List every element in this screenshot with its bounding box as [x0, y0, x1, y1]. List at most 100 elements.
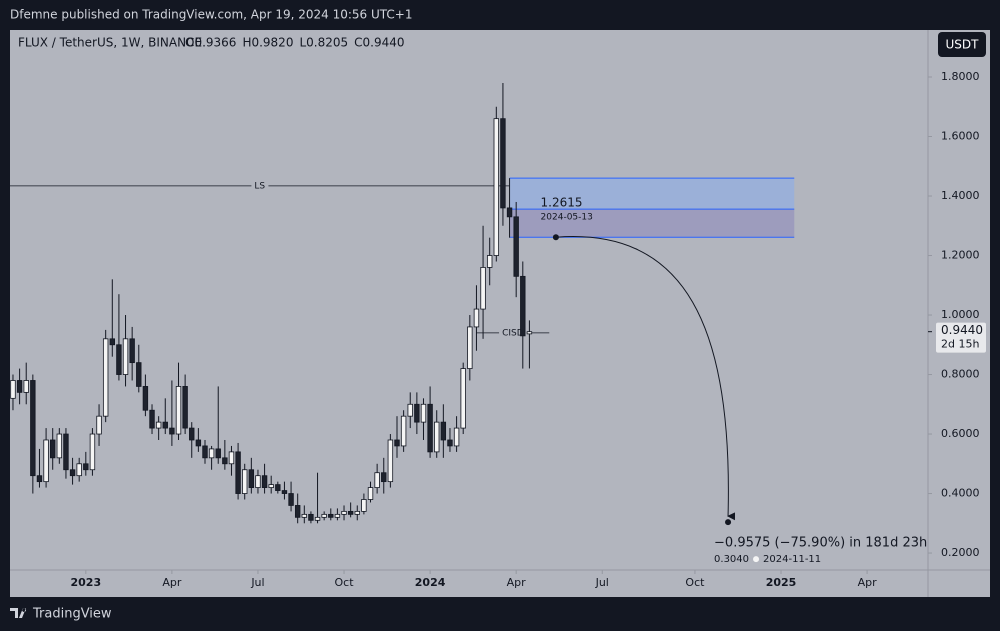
candle-body	[414, 403, 420, 423]
chart-pane	[10, 30, 990, 597]
candle-body	[341, 510, 347, 515]
candle-body	[447, 439, 453, 447]
candle-body	[235, 451, 241, 494]
y-tick-label: 0.2000	[941, 546, 980, 559]
projection-arrow	[555, 236, 736, 521]
candle-body	[387, 439, 394, 483]
candle-body	[215, 448, 221, 459]
y-tick-label: 0.6000	[941, 427, 980, 440]
candle-body	[294, 505, 301, 518]
y-tick-label: 1.6000	[941, 130, 980, 143]
candle-body	[142, 386, 149, 411]
candle-body	[202, 445, 208, 459]
candle-body	[83, 463, 89, 471]
y-tick-label: 0.4000	[941, 487, 980, 500]
candle-body	[43, 439, 49, 483]
candle-body	[89, 433, 96, 471]
candle-body	[301, 513, 308, 518]
currency-button[interactable]	[938, 32, 986, 57]
zone-lower	[509, 209, 795, 238]
level-label: CISD	[502, 328, 524, 338]
candle-body	[102, 338, 109, 417]
candle-body	[460, 368, 466, 429]
candle-body	[328, 513, 334, 518]
level-label-bg	[251, 181, 269, 192]
candle-body	[440, 421, 447, 441]
candle-body	[361, 499, 367, 512]
candle-body	[155, 421, 162, 429]
candle-body	[288, 493, 294, 506]
projection-start-label: 1.2615	[541, 196, 583, 210]
candle-body	[182, 386, 188, 429]
y-tick-label: 1.0000	[941, 308, 980, 321]
candle-body	[69, 469, 76, 477]
candle-body	[116, 344, 122, 375]
candle-body	[222, 457, 228, 465]
candle-body	[467, 326, 473, 369]
x-tick-label: Oct	[685, 576, 705, 589]
level-label-bg	[499, 328, 527, 339]
candle-body	[50, 439, 56, 459]
candle-body	[16, 380, 23, 393]
ohlc-value: L0.8205	[299, 36, 348, 50]
projection-end-date: 2024-11-11	[763, 554, 821, 565]
ohlc-value: H0.9820	[242, 36, 293, 50]
candle-body	[129, 338, 135, 364]
candle-body	[23, 380, 29, 393]
countdown: 2d 15h	[941, 338, 979, 351]
x-tick-label: Apr	[858, 576, 878, 589]
last-price-label: 0.9440	[941, 323, 983, 337]
candle-body	[56, 433, 63, 459]
projection-end-label: 0.3040	[714, 554, 749, 565]
candle-body	[520, 275, 526, 337]
currency-label[interactable]: USDT	[946, 38, 980, 52]
y-tick-label: 1.4000	[941, 189, 980, 202]
x-tick-label: Apr	[507, 576, 527, 589]
y-tick-label: 0.8000	[941, 368, 980, 381]
candle-body	[434, 421, 440, 453]
x-tick-label: 2023	[70, 576, 101, 589]
candle-body	[347, 510, 354, 515]
candle-body	[374, 472, 380, 488]
y-tick-label: 1.2000	[941, 249, 980, 262]
projection-change: −0.9575 (−75.90%) in 181d 23h	[714, 536, 927, 551]
candle-body	[255, 475, 261, 488]
candle-body	[36, 475, 43, 483]
candle-body	[195, 439, 202, 447]
candle-body	[308, 513, 314, 521]
candle-body	[208, 448, 215, 459]
candle-body	[486, 255, 493, 268]
candle-body	[175, 386, 182, 435]
candle-body	[473, 308, 480, 328]
candle-body	[334, 513, 341, 518]
brand-logo	[10, 608, 27, 618]
candle-body	[400, 415, 407, 447]
level-label: LS	[254, 181, 265, 191]
x-tick-label: Apr	[162, 576, 182, 589]
candle-body	[248, 469, 255, 488]
candle-body	[242, 469, 248, 494]
candle-body	[63, 433, 69, 471]
candle-body	[228, 451, 235, 465]
candle-body	[30, 380, 36, 477]
candle-body	[162, 421, 168, 429]
candle-body	[321, 513, 327, 518]
candle-body	[453, 427, 460, 447]
candle-body	[122, 338, 129, 375]
candle-body	[381, 472, 387, 483]
candle-body	[314, 516, 321, 521]
projection-end-dot	[753, 556, 760, 563]
candle-body	[480, 267, 486, 310]
x-tick-label: 2025	[766, 576, 797, 589]
y-tick-label: 1.8000	[941, 70, 980, 83]
candle-body	[394, 439, 400, 447]
candle-body	[96, 415, 102, 435]
candle-body	[10, 380, 16, 399]
candle-body	[76, 463, 82, 477]
x-tick-label: Oct	[335, 576, 355, 589]
candle-body	[526, 331, 533, 335]
ohlc-value: O0.9366	[185, 36, 236, 50]
publish-header: Dfemne published on TradingView.com, Apr…	[10, 8, 412, 22]
ohlc-value: C0.9440	[354, 36, 404, 50]
